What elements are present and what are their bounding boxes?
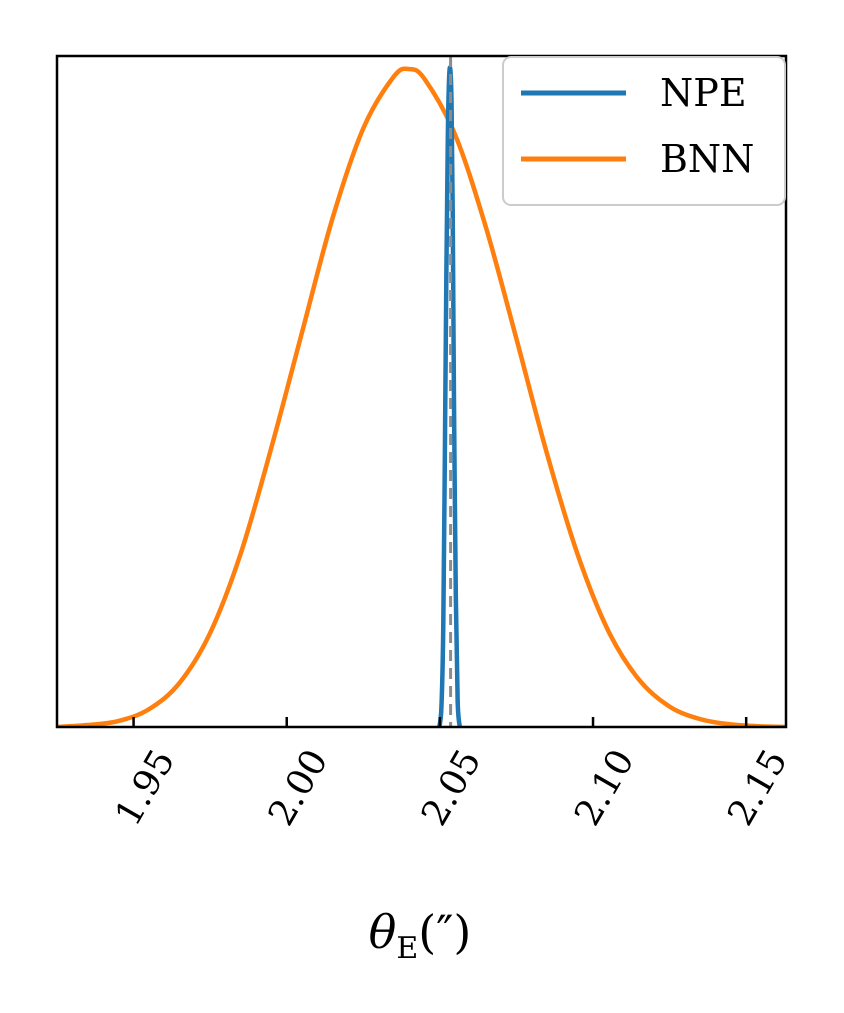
x-tick-label: 2.05 xyxy=(414,743,490,833)
x-axis-label-subscript: E xyxy=(396,931,418,966)
x-axis-label: θE(″) xyxy=(369,905,472,966)
legend-label-bnn: BNN xyxy=(660,137,754,181)
x-axis-label-unit: (″) xyxy=(418,905,471,959)
x-tick-label: 2.00 xyxy=(261,743,337,833)
series-line-bnn xyxy=(57,66,786,727)
x-axis: 1.95 2.00 2.05 2.10 2.15 xyxy=(108,717,796,833)
series-line-npe xyxy=(437,65,463,727)
legend: NPE BNN xyxy=(502,56,786,206)
plot-frame xyxy=(55,54,788,729)
x-tick-label: 2.15 xyxy=(720,743,796,833)
legend-label-npe: NPE xyxy=(660,71,747,115)
x-tick-label: 1.95 xyxy=(108,743,184,833)
series-layer xyxy=(57,56,786,727)
x-tick-label: 2.10 xyxy=(567,743,643,833)
x-axis-label-symbol: θ xyxy=(369,905,397,959)
